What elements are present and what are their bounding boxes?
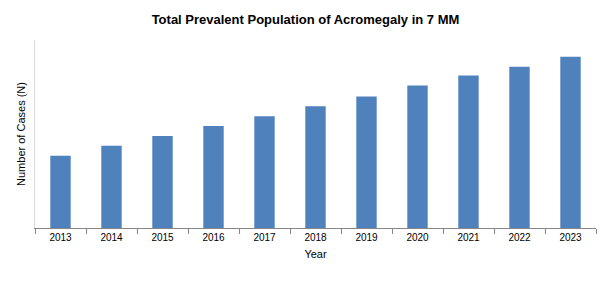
- svg-text:2016: 2016: [202, 232, 225, 243]
- svg-text:2017: 2017: [253, 232, 276, 243]
- svg-text:Year: Year: [304, 248, 327, 260]
- svg-text:2023: 2023: [559, 232, 582, 243]
- svg-text:Number of Cases (N): Number of Cases (N): [15, 82, 27, 186]
- svg-text:2013: 2013: [49, 232, 72, 243]
- svg-text:2015: 2015: [151, 232, 174, 243]
- svg-text:2019: 2019: [355, 232, 378, 243]
- svg-text:2021: 2021: [457, 232, 480, 243]
- svg-text:Total Prevalent Population of: Total Prevalent Population of Acromegaly…: [152, 12, 460, 27]
- svg-text:2020: 2020: [406, 232, 429, 243]
- svg-text:2014: 2014: [100, 232, 123, 243]
- svg-text:2018: 2018: [304, 232, 327, 243]
- svg-text:2022: 2022: [508, 232, 531, 243]
